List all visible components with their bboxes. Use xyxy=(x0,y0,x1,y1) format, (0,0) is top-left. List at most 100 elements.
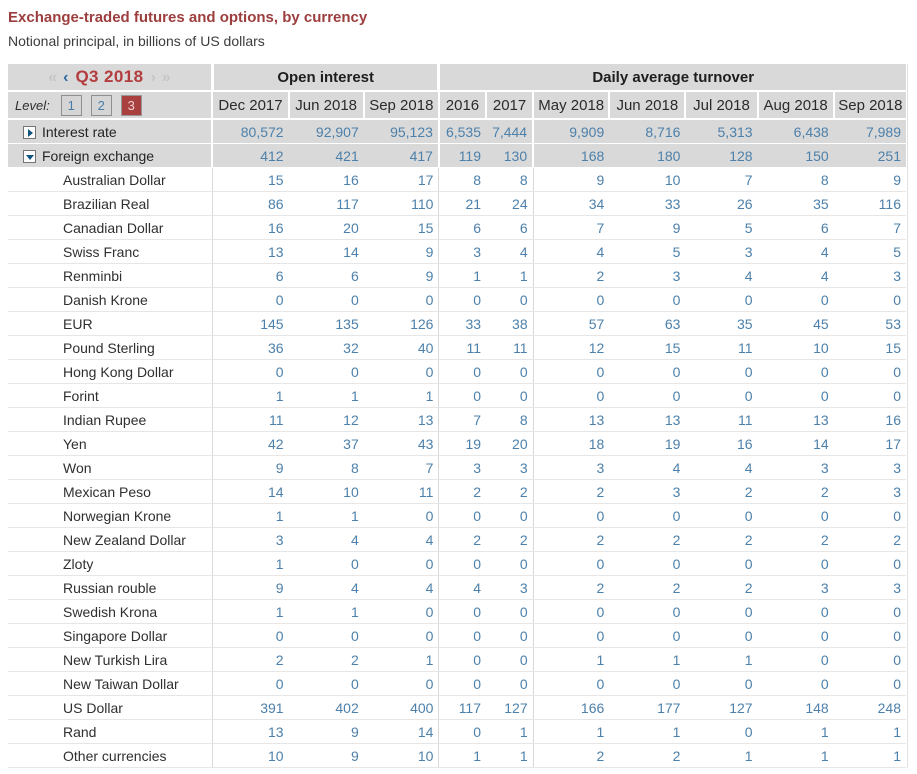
value-cell: 16 xyxy=(833,407,906,432)
value-cell: 0 xyxy=(363,623,439,648)
value-cell: 57 xyxy=(532,311,610,336)
value-cell: 12 xyxy=(288,407,364,432)
level-button-3[interactable]: 3 xyxy=(120,94,142,116)
triangle-glyph xyxy=(28,128,33,137)
value-cell: 0 xyxy=(757,599,834,624)
value-cell: 127 xyxy=(486,695,534,720)
value-cell: 3 xyxy=(532,455,610,480)
value-cell: 2 xyxy=(757,527,834,552)
value-cell: 1 xyxy=(833,719,906,744)
value-cell: 0 xyxy=(532,599,610,624)
value-cell: 166 xyxy=(532,695,610,720)
value-cell: 0 xyxy=(532,671,610,696)
value-cell: 0 xyxy=(532,551,610,576)
value-cell: 117 xyxy=(288,191,364,216)
value-cell: 117 xyxy=(438,695,487,720)
value-cell: 16 xyxy=(685,431,758,456)
currency-row: Pound Sterling 36 32 40 11 11 12 15 11 10 15 xyxy=(8,335,906,360)
value-cell: 2 xyxy=(685,527,758,552)
value-cell: 8 xyxy=(486,167,534,192)
value-cell: 1 xyxy=(211,503,289,528)
value-cell: 0 xyxy=(833,551,906,576)
value-cell: 128 xyxy=(685,143,758,168)
value-cell: 412 xyxy=(211,143,289,168)
next-period-button[interactable]: › xyxy=(150,69,156,86)
value-cell: 13 xyxy=(211,719,289,744)
value-cell: 11 xyxy=(486,335,534,360)
value-cell: 15 xyxy=(833,335,906,360)
level-button-2[interactable]: 2 xyxy=(90,94,112,116)
page-title: Exchange-traded futures and options, by … xyxy=(8,9,368,26)
currency-label: New Turkish Lira xyxy=(8,647,213,672)
collapse-icon[interactable] xyxy=(23,149,36,163)
level-label: Level: xyxy=(15,97,50,113)
value-cell: 1 xyxy=(288,383,364,408)
category-label-cell: Interest rate xyxy=(8,119,213,144)
value-cell: 13 xyxy=(363,407,439,432)
currency-label: Danish Krone xyxy=(8,287,213,312)
value-cell: 0 xyxy=(685,623,758,648)
value-cell: 2 xyxy=(833,527,906,552)
value-cell: 248 xyxy=(833,695,906,720)
value-cell: 17 xyxy=(833,431,906,456)
value-cell: 2 xyxy=(438,527,487,552)
value-cell: 3 xyxy=(438,239,487,264)
last-period-button[interactable]: » xyxy=(161,69,171,86)
value-cell: 1 xyxy=(438,263,487,288)
value-cell: 2 xyxy=(288,647,364,672)
value-cell: 0 xyxy=(532,383,610,408)
value-cell: 4 xyxy=(685,263,758,288)
currency-row: Australian Dollar 15 16 17 8 8 9 10 7 8 9 xyxy=(8,167,906,192)
currency-row: Won 9 8 7 3 3 3 4 4 3 3 xyxy=(8,455,906,480)
currency-label: Russian rouble xyxy=(8,575,213,600)
value-cell: 1 xyxy=(211,551,289,576)
value-cell: 0 xyxy=(363,671,439,696)
value-cell: 4 xyxy=(288,575,364,600)
value-cell: 126 xyxy=(363,311,439,336)
currency-row: Zloty 1 0 0 0 0 0 0 0 0 0 xyxy=(8,551,906,576)
value-cell: 0 xyxy=(486,551,534,576)
value-cell: 251 xyxy=(833,143,906,168)
value-cell: 2 xyxy=(609,575,686,600)
value-cell: 24 xyxy=(486,191,534,216)
currency-label: Canadian Dollar xyxy=(8,215,213,240)
value-cell: 0 xyxy=(438,359,487,384)
currency-row: Indian Rupee 11 12 13 7 8 13 13 11 13 16 xyxy=(8,407,906,432)
value-cell: 0 xyxy=(833,503,906,528)
value-cell: 16 xyxy=(288,167,364,192)
value-cell: 1 xyxy=(532,719,610,744)
value-cell: 6 xyxy=(486,215,534,240)
value-cell: 0 xyxy=(438,551,487,576)
expand-icon[interactable] xyxy=(23,125,36,139)
value-cell: 16 xyxy=(211,215,289,240)
value-cell: 6 xyxy=(211,263,289,288)
value-cell: 80,572 xyxy=(211,119,289,144)
value-cell: 2 xyxy=(532,575,610,600)
period-navigator: « ‹ Q3 2018 › » xyxy=(8,64,213,92)
currency-row: New Zealand Dollar 3 4 4 2 2 2 2 2 2 2 xyxy=(8,527,906,552)
value-cell: 1 xyxy=(833,743,906,768)
column-header: Jun 2018 xyxy=(608,91,686,120)
value-cell: 15 xyxy=(363,215,439,240)
value-cell: 2 xyxy=(532,743,610,768)
value-cell: 402 xyxy=(288,695,364,720)
prev-period-button[interactable]: ‹ xyxy=(63,69,69,86)
value-cell: 33 xyxy=(609,191,686,216)
value-cell: 3 xyxy=(211,527,289,552)
value-cell: 86 xyxy=(211,191,289,216)
currency-label: New Taiwan Dollar xyxy=(8,671,213,696)
currency-label: Rand xyxy=(8,719,213,744)
first-period-button[interactable]: « xyxy=(48,69,58,86)
currency-label: Won xyxy=(8,455,213,480)
currency-row: Rand 13 9 14 0 1 1 1 0 1 1 xyxy=(8,719,906,744)
value-cell: 3 xyxy=(833,479,906,504)
value-cell: 12 xyxy=(532,335,610,360)
value-cell: 135 xyxy=(288,311,364,336)
level-button-1[interactable]: 1 xyxy=(60,94,82,116)
value-cell: 130 xyxy=(486,143,534,168)
currency-row: Russian rouble 9 4 4 4 3 2 2 2 3 3 xyxy=(8,575,906,600)
value-cell: 2 xyxy=(532,263,610,288)
value-cell: 32 xyxy=(288,335,364,360)
value-cell: 11 xyxy=(438,335,487,360)
value-cell: 20 xyxy=(486,431,534,456)
